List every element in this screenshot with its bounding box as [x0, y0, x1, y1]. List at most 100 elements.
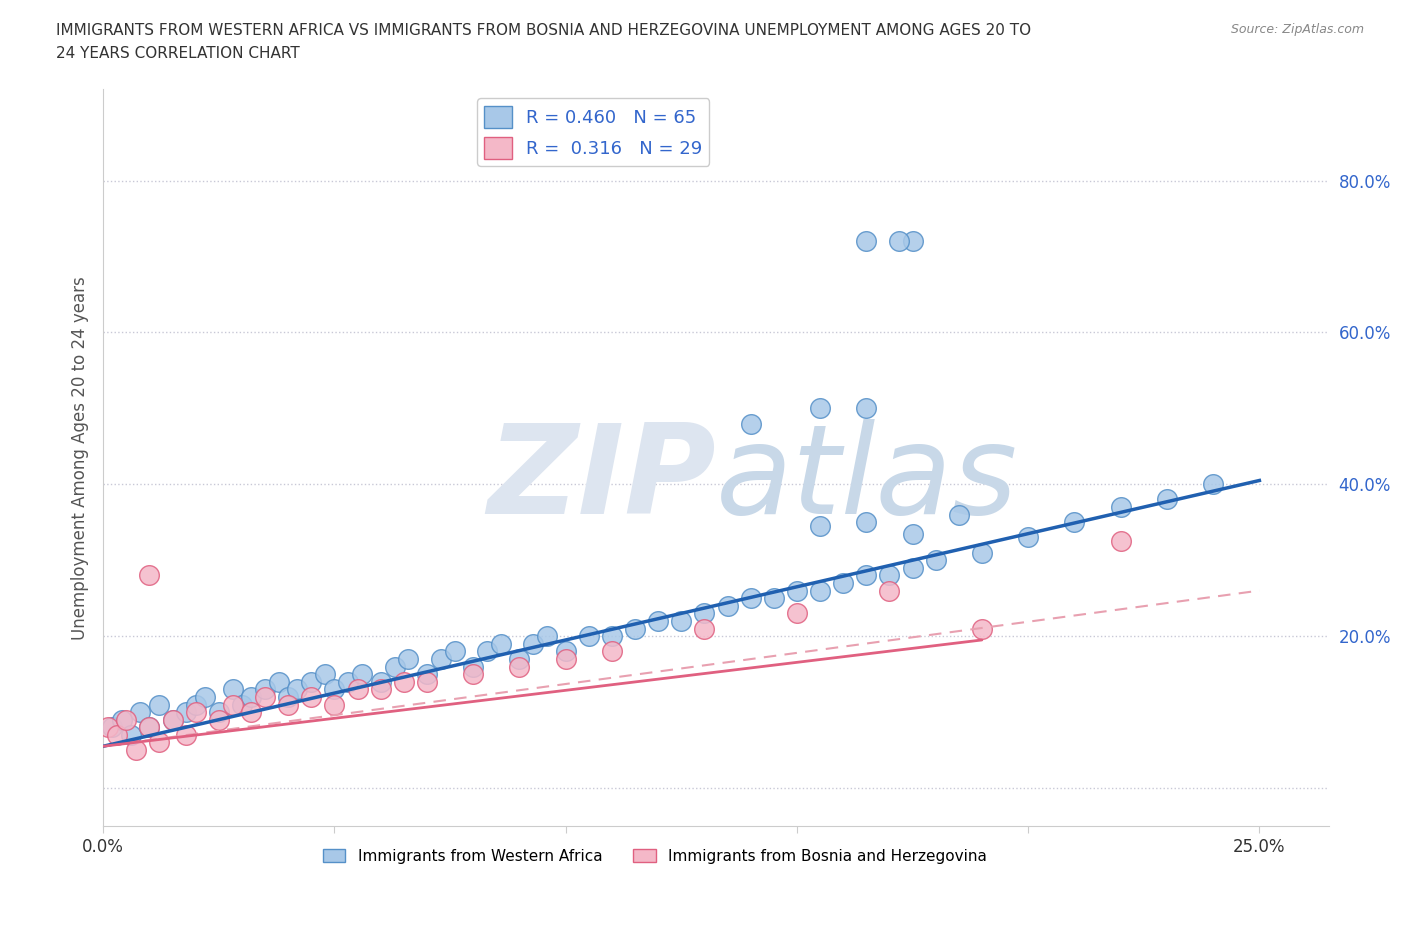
Point [855, 401, 877, 416]
Point [536, 629, 558, 644]
Point [231, 698, 253, 712]
Point [855, 515, 877, 530]
Point [879, 568, 901, 583]
Point [208, 712, 231, 727]
Point [253, 689, 276, 704]
Point [129, 705, 152, 720]
Point [323, 682, 346, 697]
Point [600, 629, 623, 644]
Point [370, 674, 392, 689]
Point [221, 698, 243, 712]
Point [832, 576, 855, 591]
Point [221, 682, 243, 697]
Point [855, 568, 877, 583]
Point [299, 674, 322, 689]
Point [716, 598, 738, 613]
Point [111, 712, 134, 727]
Point [1156, 492, 1178, 507]
Text: Source: ZipAtlas.com: Source: ZipAtlas.com [1230, 23, 1364, 36]
Point [208, 705, 231, 720]
Point [253, 682, 276, 697]
Point [901, 233, 924, 248]
Point [267, 674, 290, 689]
Point [346, 682, 368, 697]
Point [384, 659, 406, 674]
Point [1109, 534, 1132, 549]
Point [323, 698, 346, 712]
Point [194, 689, 217, 704]
Point [475, 644, 498, 658]
Point [463, 667, 485, 682]
Point [924, 552, 946, 567]
Point [970, 545, 993, 560]
Point [693, 606, 716, 621]
Point [138, 568, 160, 583]
Point [105, 727, 128, 742]
Point [396, 652, 419, 667]
Point [1017, 530, 1039, 545]
Point [554, 652, 576, 667]
Point [392, 674, 415, 689]
Point [600, 644, 623, 658]
Point [97, 720, 120, 735]
Point [184, 698, 207, 712]
Point [647, 614, 669, 629]
Point [855, 233, 877, 248]
Point [124, 743, 146, 758]
Point [624, 621, 647, 636]
Point [184, 705, 207, 720]
Point [101, 720, 124, 735]
Point [901, 526, 924, 541]
Point [740, 416, 762, 431]
Point [786, 606, 808, 621]
Point [148, 735, 170, 750]
Point [443, 644, 465, 658]
Legend: Immigrants from Western Africa, Immigrants from Bosnia and Herzegovina: Immigrants from Western Africa, Immigran… [316, 843, 993, 870]
Point [808, 401, 831, 416]
Point [786, 583, 808, 598]
Text: 24 YEARS CORRELATION CHART: 24 YEARS CORRELATION CHART [56, 46, 299, 61]
Point [416, 667, 439, 682]
Point [808, 583, 831, 598]
Point [808, 519, 831, 534]
Point [162, 712, 184, 727]
Point [416, 674, 439, 689]
Point [148, 698, 170, 712]
Point [240, 705, 263, 720]
Point [138, 720, 160, 735]
Point [463, 659, 485, 674]
Point [115, 712, 138, 727]
Point [277, 698, 299, 712]
Point [887, 233, 910, 248]
Point [176, 727, 198, 742]
Point [554, 644, 576, 658]
Point [1109, 499, 1132, 514]
Point [299, 689, 322, 704]
Text: ZIP: ZIP [488, 419, 716, 540]
Point [370, 682, 392, 697]
Point [671, 614, 693, 629]
Point [970, 621, 993, 636]
Text: atlas: atlas [716, 419, 1018, 540]
Point [176, 705, 198, 720]
Point [138, 720, 160, 735]
Point [489, 636, 512, 651]
Point [740, 591, 762, 605]
Point [508, 652, 530, 667]
Y-axis label: Unemployment Among Ages 20 to 24 years: Unemployment Among Ages 20 to 24 years [72, 276, 89, 640]
Point [429, 652, 451, 667]
Point [522, 636, 544, 651]
Point [879, 583, 901, 598]
Point [277, 689, 299, 704]
Point [693, 621, 716, 636]
Point [1202, 477, 1225, 492]
Point [337, 674, 360, 689]
Point [240, 689, 263, 704]
Point [901, 561, 924, 576]
Point [352, 667, 374, 682]
Point [508, 659, 530, 674]
Point [287, 682, 309, 697]
Point [120, 727, 142, 742]
Point [1063, 515, 1085, 530]
Point [162, 712, 184, 727]
